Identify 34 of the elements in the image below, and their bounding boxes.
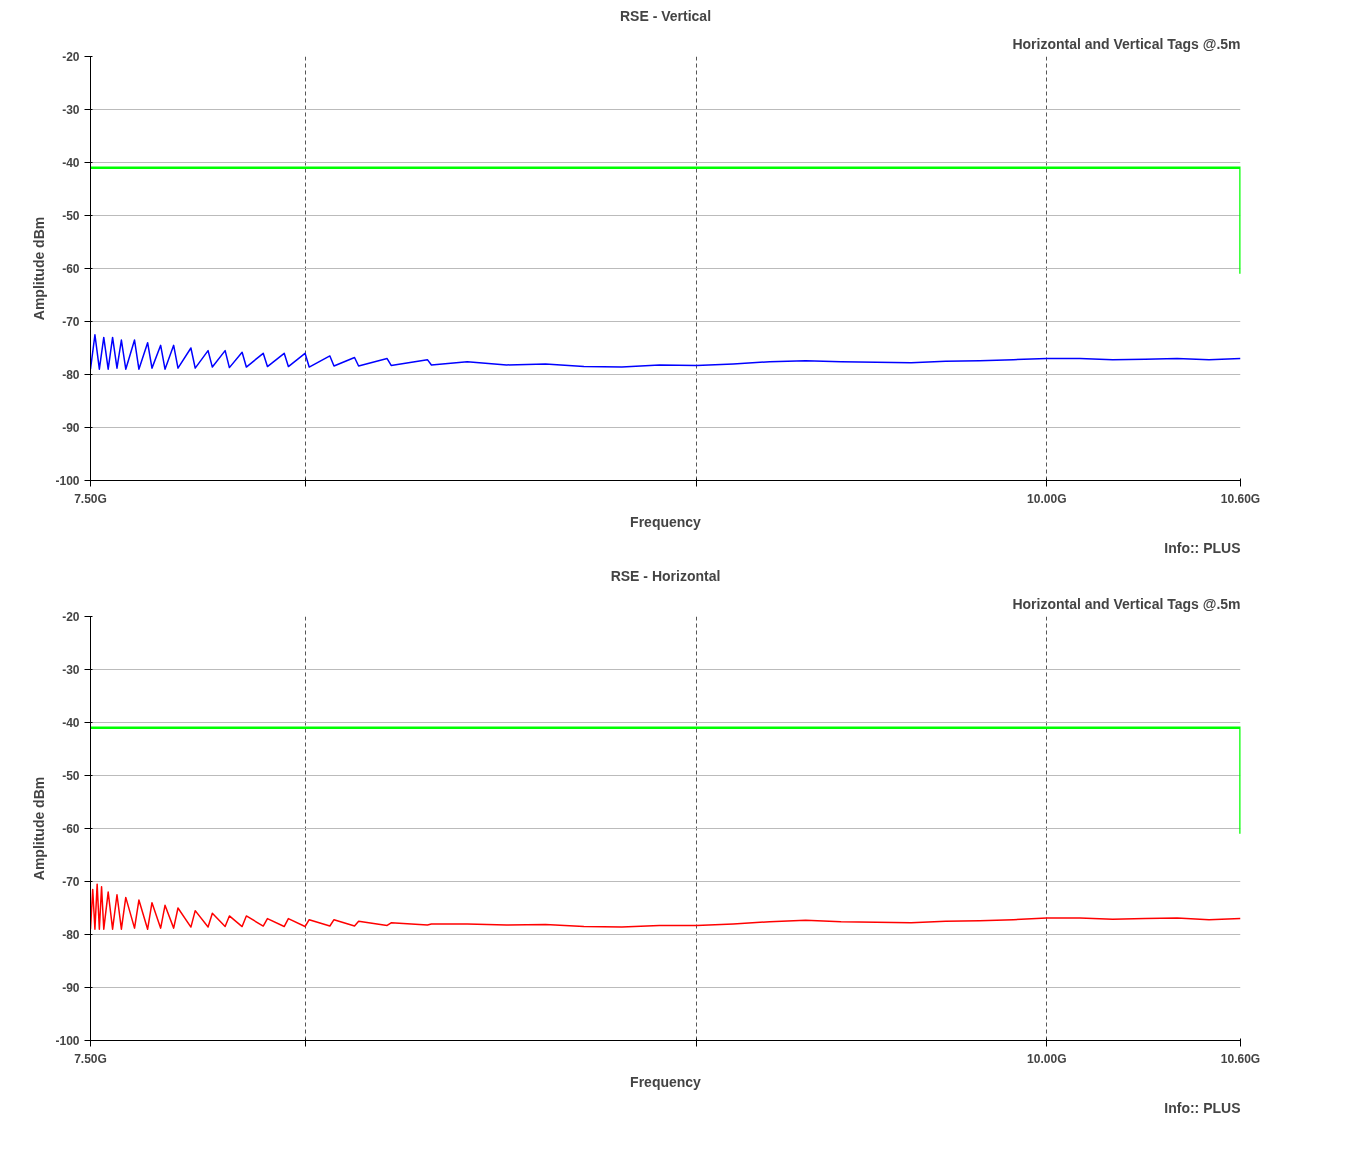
y-tick-label: -100 (55, 1034, 80, 1048)
y-tick-label: -80 (62, 368, 80, 382)
text: Info:: PLUS (1164, 539, 1241, 556)
y-tick-label: -60 (62, 262, 80, 276)
y-tick-label: -40 (62, 156, 80, 170)
x-axis-title: Frequency (630, 513, 702, 530)
y-tick-label: -50 (62, 769, 80, 783)
y-tick-label: -90 (62, 421, 80, 435)
y-tick-label: -20 (62, 50, 80, 64)
chart-subtitle: Horizontal and Vertical Tags @.5m (1012, 35, 1241, 52)
y-tick-label: -100 (55, 474, 80, 488)
y-tick-label: -30 (62, 103, 80, 117)
x-tick-label: 7.50G (74, 1051, 107, 1066)
y-tick-label: -40 (62, 716, 80, 730)
x-tick-label: 10.00G (1027, 491, 1067, 506)
x-tick-label: 7.50G (74, 491, 107, 506)
chart-title: RSE - Horizontal (610, 567, 721, 584)
x-axis-title: Frequency (630, 1073, 702, 1090)
y-tick-label: -70 (62, 875, 80, 889)
y-axis-title: Amplitude dBm (31, 216, 48, 321)
y-tick-label: -60 (62, 822, 80, 836)
y-tick-label: -20 (62, 610, 80, 624)
y-tick-label: -80 (62, 928, 80, 942)
x-tick-label: 10.60G (1220, 1051, 1261, 1066)
y-tick-label: -30 (62, 663, 80, 677)
y-tick-label: -70 (62, 315, 80, 329)
y-tick-label: -90 (62, 981, 80, 995)
x-tick-label: 10.60G (1220, 491, 1261, 506)
text: Info:: PLUS (1164, 1099, 1241, 1116)
y-tick-label: -50 (62, 209, 80, 223)
x-tick-label: 10.00G (1027, 1051, 1067, 1066)
chart-title: RSE - Vertical (619, 7, 712, 24)
y-axis-title: Amplitude dBm (31, 776, 48, 881)
chart-subtitle: Horizontal and Vertical Tags @.5m (1012, 595, 1241, 612)
